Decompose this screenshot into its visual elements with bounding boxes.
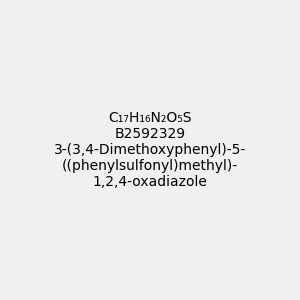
Text: C₁₇H₁₆N₂O₅S
B2592329
3-(3,4-Dimethoxyphenyl)-5-
((phenylsulfonyl)methyl)-
1,2,4-: C₁₇H₁₆N₂O₅S B2592329 3-(3,4-Dimethoxyphe… [54, 111, 246, 189]
